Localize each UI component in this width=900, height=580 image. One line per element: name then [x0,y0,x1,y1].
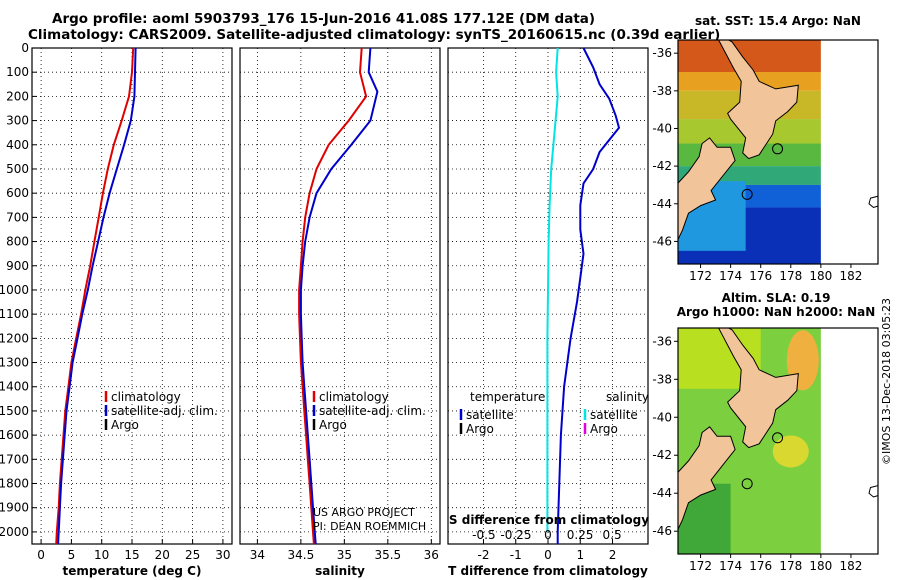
legend-label: satellite-adj. clim. [319,404,426,418]
legend-label: satellite-adj. clim. [111,404,218,418]
x-tick-label: -1 [510,548,522,562]
x-tick-label: 36 [424,548,439,562]
y-tick-label: 0 [21,41,29,55]
legend-label: Argo [319,418,347,432]
y-tick-label: 300 [6,114,29,128]
panel-difference: -2 -1 0 1 2 T difference from climatology [447,47,649,578]
y-tick-label: 500 [6,162,29,176]
secondary-axis-label: S difference from climatology [449,513,649,527]
legend-label: Argo [466,422,494,436]
x-axis-label: T difference from climatology [448,564,648,578]
credit-text: ©IMOS 13-Dec-2018 03:05:23 [880,298,893,465]
plot-frame [447,47,649,545]
y-tick-label: 1100 [0,307,29,321]
series-line-blue [556,47,621,544]
legend-label: Argo [111,418,139,432]
y-tick-label: 1000 [0,283,29,297]
plot-frame [31,47,233,545]
x-tick-label: 0 [37,548,45,562]
x-tick-label: 30 [215,548,230,562]
secondary-tick-label: 0.5 [603,528,622,542]
y-tick-label: 1700 [0,452,29,466]
x-tick-label: 34.5 [288,548,315,562]
y-tick-label: 1400 [0,380,29,394]
secondary-tick-label: -0.5 [472,528,495,542]
chart-title-line-1: Argo profile: aoml 5903793_176 15-Jun-20… [52,11,596,27]
secondary-tick-label: 0 [544,528,552,542]
x-tick-label: 2 [609,548,617,562]
panel-salinity: 34 34.5 35 35.5 36 salinity [239,47,441,578]
y-tick-label: 600 [6,186,29,200]
plot-frame [239,47,441,545]
project-annotation: PI: DEAN ROEMMICH [313,520,426,533]
secondary-tick-label: -0.25 [500,528,531,542]
x-axis-label: salinity [315,564,365,578]
x-tick-label: 1 [576,548,584,562]
x-tick-label: 20 [155,548,170,562]
y-tick-label: 2000 [0,525,29,539]
series-line-blue [299,47,379,545]
y-tick-label: 1600 [0,428,29,442]
y-tick-label: 1500 [0,404,29,418]
secondary-tick-label: 0.25 [567,528,594,542]
y-tick-label: 400 [6,138,29,152]
y-tick-label: 1900 [0,501,29,515]
x-tick-label: 35 [337,548,352,562]
series-line-red [298,47,368,545]
y-tick-label: 200 [6,89,29,103]
y-tick-label: 900 [6,259,29,273]
series-line-blue [57,47,137,545]
legend-title-salinity: salinity [606,390,649,404]
x-tick-label: 10 [94,548,109,562]
series-line-cyan [546,47,559,532]
x-tick-label: 25 [185,548,200,562]
legend-label: satellite [466,408,514,422]
legend-label: Argo [590,422,618,436]
y-tick-label: 100 [6,65,29,79]
y-tick-label: 1800 [0,477,29,491]
y-tick-label: 1300 [0,356,29,370]
legend-label: climatology [111,390,181,404]
x-tick-label: 35.5 [374,548,401,562]
project-annotation: US ARGO PROJECT [313,506,415,519]
y-tick-label: 1200 [0,331,29,345]
y-tick-label: 700 [6,210,29,224]
legend-label: climatology [319,390,389,404]
x-tick-label: -2 [477,548,489,562]
x-tick-label: 0 [544,548,552,562]
x-tick-label: 34 [250,548,265,562]
legend-title-temperature: temperature [470,390,545,404]
panel-temperature: 0 5 10 15 20 25 300100200300400500600700800900… [0,41,233,578]
chart-title-line-2: Climatology: CARS2009. Satellite-adjuste… [28,27,721,43]
x-tick-label: 5 [68,548,76,562]
x-tick-label: 15 [124,548,139,562]
legend-label: satellite [590,408,638,422]
y-tick-label: 800 [6,235,29,249]
x-axis-label: temperature (deg C) [63,564,202,578]
series-line-red [55,47,135,545]
